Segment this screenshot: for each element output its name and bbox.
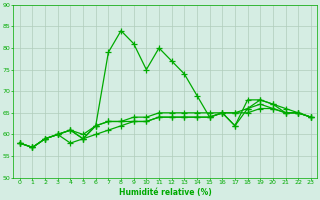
X-axis label: Humidité relative (%): Humidité relative (%) [119,188,212,197]
